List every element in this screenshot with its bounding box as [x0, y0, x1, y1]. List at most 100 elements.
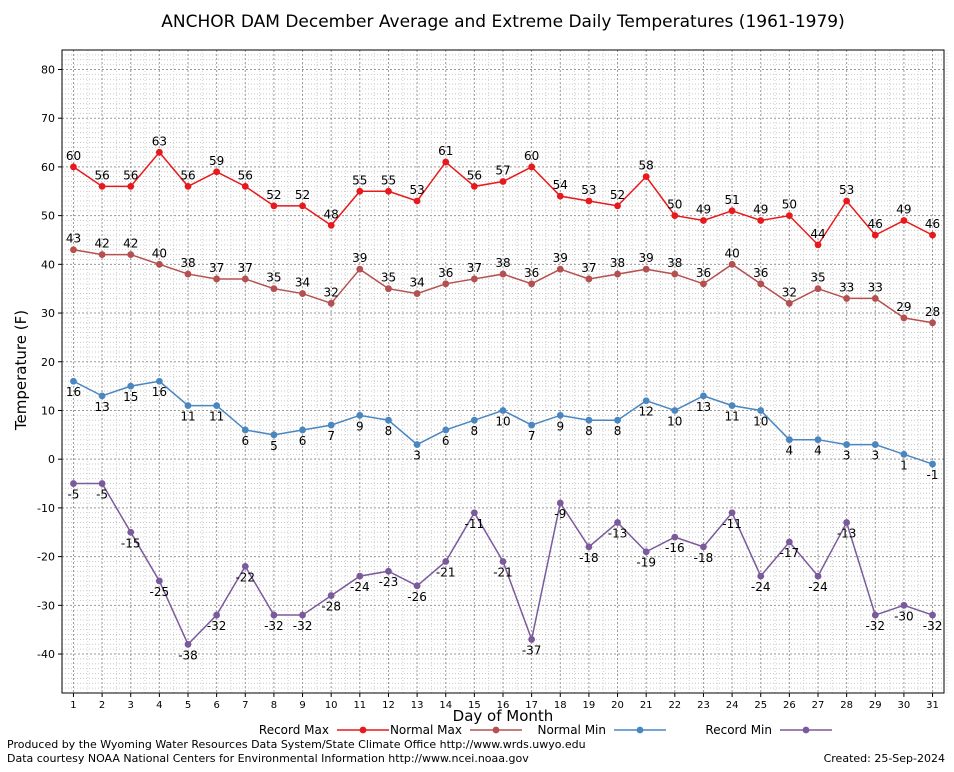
data-point [470, 416, 478, 424]
data-point [929, 460, 936, 468]
data-label: 63 [152, 134, 167, 148]
data-point [327, 421, 335, 429]
data-point [871, 441, 879, 448]
x-tick-label: 16 [497, 700, 510, 711]
data-label: -13 [608, 527, 628, 541]
data-point [184, 182, 192, 190]
data-label: 56 [238, 168, 253, 182]
data-label: 13 [94, 400, 109, 414]
data-label: 56 [180, 168, 195, 182]
data-label: 53 [839, 183, 854, 197]
data-label: 3 [413, 449, 421, 463]
data-label: 34 [295, 276, 310, 290]
data-label: 10 [667, 414, 682, 428]
data-point [213, 168, 221, 176]
data-label: 46 [868, 217, 883, 231]
data-point [470, 182, 478, 190]
data-label: 34 [409, 276, 424, 290]
data-point [900, 601, 908, 609]
legend-swatch-marker [359, 726, 367, 734]
data-label: 32 [324, 285, 339, 299]
data-label: 1 [900, 458, 908, 472]
data-point [528, 636, 536, 643]
x-tick-label: 30 [898, 700, 911, 711]
data-point [241, 182, 249, 190]
data-label: 56 [94, 168, 109, 182]
data-label: 59 [209, 154, 224, 168]
data-point [413, 197, 421, 205]
data-label: 11 [180, 410, 195, 424]
y-tick-label: 10 [41, 404, 55, 417]
data-point [556, 411, 564, 419]
data-point [270, 202, 278, 210]
data-label: 36 [753, 266, 768, 280]
data-label: -18 [694, 551, 714, 565]
data-point [127, 182, 135, 190]
data-label: 56 [123, 168, 138, 182]
data-point [213, 402, 221, 409]
data-point [241, 426, 249, 434]
legend-swatch-marker [802, 726, 810, 734]
x-tick-label: 10 [325, 700, 338, 711]
y-tick-label: 50 [41, 210, 55, 223]
data-label: 60 [524, 149, 539, 163]
data-point [98, 182, 106, 190]
data-point [728, 207, 736, 215]
legend-swatch-marker [492, 726, 500, 734]
data-label: 57 [495, 164, 510, 178]
data-label: 48 [324, 207, 339, 221]
data-label: -17 [780, 546, 800, 560]
x-tick-label: 3 [128, 700, 134, 711]
x-tick-label: 28 [840, 700, 853, 711]
data-label: 37 [209, 261, 224, 275]
data-point [556, 499, 564, 507]
data-point [184, 640, 192, 648]
data-label: 52 [266, 188, 281, 202]
data-point [327, 221, 335, 229]
data-label: 16 [152, 385, 167, 399]
legend-label: Normal Min [537, 723, 606, 737]
data-point [413, 441, 421, 448]
data-point [614, 202, 621, 210]
data-point [385, 416, 392, 424]
data-label: 37 [581, 261, 596, 275]
data-label: 3 [871, 449, 879, 463]
data-label: 40 [152, 246, 167, 260]
data-label: 46 [925, 217, 940, 231]
data-label: -16 [665, 541, 685, 555]
data-point [814, 285, 822, 293]
data-point [871, 295, 879, 302]
data-point [70, 377, 77, 385]
data-point [871, 231, 879, 239]
data-label: 50 [782, 198, 797, 212]
data-label: -32 [865, 619, 885, 633]
x-tick-label: 7 [242, 700, 248, 711]
data-label: 8 [471, 424, 479, 438]
data-point [385, 567, 392, 575]
data-label: 50 [667, 198, 682, 212]
x-tick-label: 6 [213, 700, 219, 711]
data-point [442, 158, 450, 166]
data-label: -24 [808, 580, 828, 594]
data-label: 10 [753, 414, 768, 428]
chart-title: ANCHOR DAM December Average and Extreme … [161, 12, 845, 32]
x-tick-label: 2 [99, 700, 105, 711]
data-label: -21 [493, 565, 513, 579]
data-label: 9 [356, 419, 364, 433]
data-label: 42 [123, 237, 138, 251]
data-point [470, 509, 478, 517]
x-tick-label: 17 [525, 700, 538, 711]
legend-label: Normal Max [390, 723, 462, 737]
data-point [327, 299, 335, 307]
x-tick-label: 4 [156, 700, 162, 711]
data-point [556, 265, 564, 273]
y-tick-label: 30 [41, 307, 55, 320]
data-label: -1 [927, 468, 939, 482]
x-tick-label: 19 [583, 700, 596, 711]
data-point [671, 270, 679, 278]
data-point [98, 251, 106, 258]
data-label: 49 [896, 202, 911, 216]
y-tick-label: -20 [37, 551, 55, 564]
x-tick-label: 22 [668, 700, 681, 711]
data-label: 36 [438, 266, 453, 280]
